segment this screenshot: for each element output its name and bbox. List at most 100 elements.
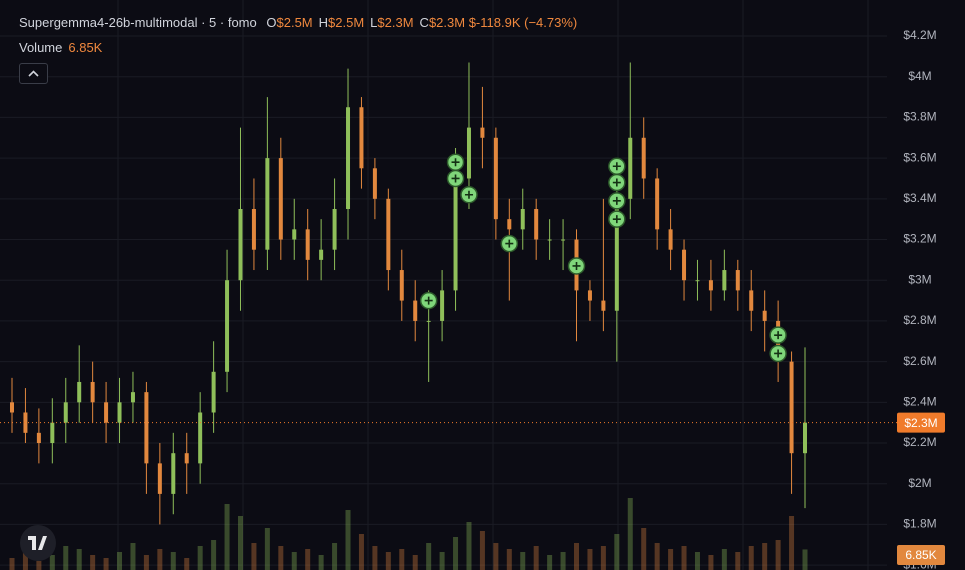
candle-body [305, 229, 310, 260]
volume-bar [627, 498, 633, 570]
candle-body [144, 392, 149, 464]
ohlc: O$2.5M H$2.5M L$2.3M C$2.3M [260, 15, 465, 30]
collapse-button[interactable] [19, 63, 48, 84]
logo [20, 525, 56, 561]
candle-body [36, 432, 41, 444]
y-tick-label: $4.2M [903, 28, 936, 42]
candle-body [50, 422, 55, 444]
volume-label: 6.85K [905, 548, 936, 562]
ohlc-value: $2.3M [377, 15, 414, 30]
volume-bar [789, 516, 795, 570]
candle-body [265, 158, 270, 250]
volume-bar [520, 552, 526, 570]
volume-bar [36, 561, 42, 570]
trade-marker [460, 185, 478, 204]
volume-bar [103, 558, 109, 570]
exchange: fomo [227, 15, 257, 30]
candle-body [655, 178, 660, 230]
interval: 5 [209, 15, 217, 30]
candle-body [601, 300, 606, 311]
y-tick-label: $3M [908, 272, 931, 286]
candle-body [480, 127, 485, 138]
ohlc-value: $2.5M [328, 15, 365, 30]
marker-plus [451, 174, 460, 183]
marker-plus [774, 349, 783, 358]
y-tick-label: $4M [908, 69, 931, 83]
trade-marker [769, 326, 787, 344]
trade-marker [769, 344, 787, 363]
volume-bar [533, 546, 539, 570]
trade-marker [567, 257, 586, 275]
price-label-box [897, 412, 945, 433]
volume-bar [372, 546, 378, 570]
volume-bar [721, 549, 727, 570]
legend-header: Supergemma4-26b-multimodal · 5 · fomo O$… [19, 15, 578, 30]
marker-plus [612, 162, 621, 171]
y-tick-label: $2.4M [903, 394, 936, 408]
volume-bar [49, 555, 55, 570]
candle-body [184, 453, 189, 464]
candle-body [225, 280, 230, 372]
candle-body [762, 310, 767, 321]
volume-bar [762, 543, 768, 570]
y-tick-label: $2.8M [903, 313, 936, 327]
volume-bar [224, 504, 230, 570]
volume-bar [264, 528, 270, 570]
volume-bar [184, 558, 190, 570]
volume-label-box [897, 545, 945, 565]
volume-bar [143, 555, 149, 570]
candle-body [77, 381, 82, 403]
volume-bar [748, 546, 754, 570]
volume-bar [426, 543, 432, 570]
marker-plus [464, 190, 473, 199]
volume-bar [600, 546, 606, 570]
volume-bar [453, 537, 459, 570]
volume-bar [251, 543, 257, 570]
candle-body [749, 290, 754, 311]
candle-body [547, 239, 552, 241]
y-tick-label: $2.2M [903, 435, 936, 449]
volume-bar [385, 552, 391, 570]
volume-bar [358, 534, 364, 570]
trade-marker [608, 210, 626, 228]
volume-bar [332, 543, 338, 570]
volume-bar [117, 552, 123, 570]
volume-value: 6.85K [68, 40, 103, 55]
ohlc-value: $2.3M [428, 15, 466, 30]
volume-bar [735, 552, 741, 570]
volume-bar [439, 552, 445, 570]
candle-body [251, 208, 256, 250]
candle-body [561, 239, 566, 241]
ohlc-key: H [318, 15, 329, 30]
volume-bar [157, 549, 163, 570]
trade-marker [608, 173, 626, 192]
marker-plus [774, 331, 783, 340]
volume-bar [412, 555, 418, 570]
trade-marker [419, 291, 438, 310]
candle-body [90, 381, 95, 403]
candle-body [332, 208, 337, 250]
candle-body [641, 137, 646, 179]
volume-bar [305, 549, 311, 570]
marker-plus [612, 178, 621, 187]
candle-body [534, 208, 539, 240]
volume-bar [708, 555, 714, 570]
volume-bar [211, 540, 217, 570]
volume-bar [399, 549, 405, 570]
candle-body [346, 107, 351, 209]
candle-body [507, 219, 512, 230]
symbol: Supergemma4-26b-multimodal [19, 15, 198, 30]
volume-bar [345, 510, 351, 570]
candle-body [695, 280, 700, 282]
candle-body [359, 107, 364, 169]
y-tick-label: $1.8M [903, 517, 936, 531]
candle-body [386, 198, 391, 271]
candle-body [614, 198, 619, 311]
trade-marker [608, 192, 626, 210]
candle-body [628, 137, 633, 199]
trade-marker [446, 169, 465, 188]
candle-body [117, 402, 122, 423]
candle-body [10, 402, 14, 413]
